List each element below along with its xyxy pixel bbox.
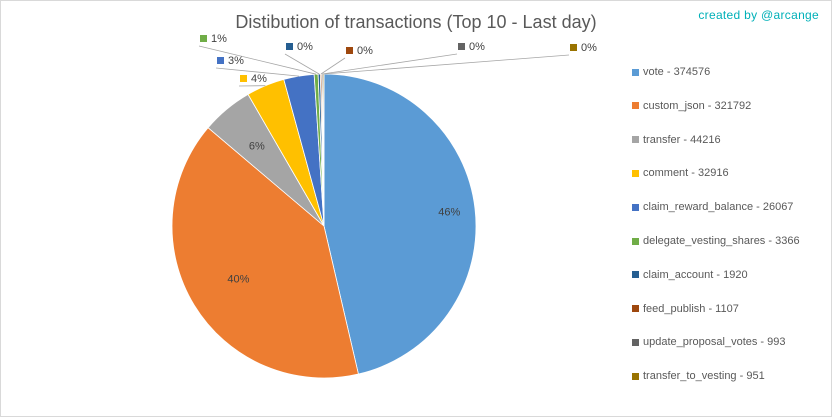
leader-line-delegate-vesting-shares bbox=[198, 45, 317, 75]
data-label-transfer: 6% bbox=[249, 141, 265, 153]
legend-item-claim-account: claim_account - 1920 bbox=[632, 267, 748, 283]
legend-item-claim-reward-balance: claim_reward_balance - 26067 bbox=[632, 199, 793, 215]
legend-item-transfer-to-vesting: transfer_to_vesting - 951 bbox=[632, 368, 765, 384]
data-label-key-update-proposal-votes bbox=[458, 43, 465, 50]
data-label-key-claim-account bbox=[286, 43, 293, 50]
legend-label: feed_publish - 1107 bbox=[643, 302, 739, 315]
legend-label: claim_account - 1920 bbox=[643, 268, 748, 281]
data-label-claim-reward-balance: 3% bbox=[228, 55, 244, 67]
legend-label: vote - 374576 bbox=[643, 66, 711, 78]
data-label-key-delegate-vesting-shares bbox=[200, 35, 207, 42]
legend-swatch bbox=[632, 169, 639, 177]
legend-swatch bbox=[632, 305, 639, 313]
data-label-key-transfer-to-vesting bbox=[570, 44, 577, 51]
data-label-vote: 46% bbox=[438, 207, 460, 219]
leader-line-transfer-to-vesting bbox=[323, 54, 570, 75]
leader-line-claim-account bbox=[284, 53, 320, 75]
legend-label: update_proposal_votes - 993 bbox=[643, 336, 786, 349]
legend-label: transfer - 44216 bbox=[643, 133, 721, 146]
chart-title: Distibution of transactions (Top 10 - La… bbox=[235, 12, 597, 32]
legend-swatch bbox=[632, 237, 639, 245]
data-label-key-claim-reward-balance bbox=[217, 57, 224, 64]
legend-label: transfer_to_vesting - 951 bbox=[643, 370, 765, 383]
leader-line-feed-publish bbox=[320, 57, 346, 75]
legend-swatch bbox=[632, 203, 639, 211]
credit-label: created by @arcange bbox=[698, 8, 819, 22]
legend-item-delegate-vesting-shares: delegate_vesting_shares - 3366 bbox=[632, 233, 800, 249]
legend-item-transfer: transfer - 44216 bbox=[632, 132, 721, 148]
legend-item-comment: comment - 32916 bbox=[632, 165, 729, 181]
legend-swatch bbox=[632, 338, 639, 346]
data-label-transfer-to-vesting: 0% bbox=[581, 42, 597, 54]
data-label-feed-publish: 0% bbox=[357, 45, 373, 57]
legend-label: delegate_vesting_shares - 3366 bbox=[643, 235, 800, 247]
pie-slice-vote bbox=[323, 73, 477, 375]
data-label-custom-json: 40% bbox=[227, 273, 249, 285]
leader-line-update-proposal-votes bbox=[322, 53, 458, 75]
legend-swatch bbox=[632, 68, 639, 76]
legend-item-custom-json: custom_json - 321792 bbox=[632, 98, 751, 114]
data-label-key-feed-publish bbox=[346, 47, 353, 54]
legend-swatch bbox=[632, 102, 639, 110]
legend-label: custom_json - 321792 bbox=[643, 99, 752, 112]
leader-line-claim-reward-balance bbox=[215, 67, 299, 77]
data-label-delegate-vesting-shares: 1% bbox=[211, 33, 227, 45]
data-label-claim-account: 0% bbox=[297, 41, 313, 53]
legend-label: comment - 32916 bbox=[643, 167, 729, 180]
pie-slice-custom-json bbox=[171, 127, 359, 379]
legend-swatch bbox=[632, 372, 639, 380]
legend-swatch bbox=[632, 136, 639, 144]
data-label-comment: 4% bbox=[251, 73, 267, 85]
legend-item-update-proposal-votes: update_proposal_votes - 993 bbox=[632, 334, 786, 350]
legend-label: claim_reward_balance - 26067 bbox=[643, 201, 794, 214]
data-label-key-comment bbox=[240, 75, 247, 82]
legend-item-vote: vote - 374576 bbox=[632, 64, 710, 80]
data-label-update-proposal-votes: 0% bbox=[469, 41, 485, 53]
legend-item-feed-publish: feed_publish - 1107 bbox=[632, 301, 739, 317]
legend-swatch bbox=[632, 271, 639, 279]
